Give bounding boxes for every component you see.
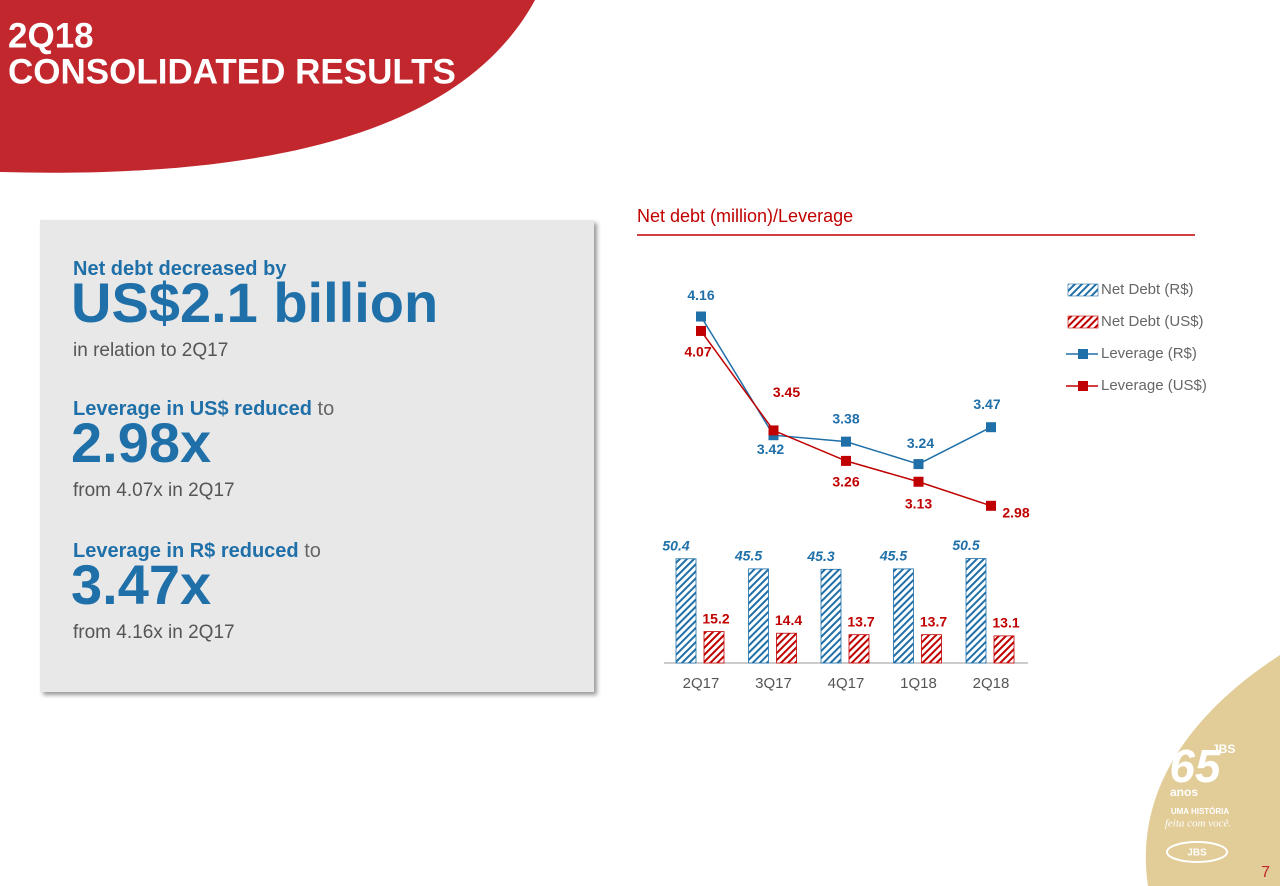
data-label: 15.2 xyxy=(702,610,729,626)
x-tick-label: 3Q17 xyxy=(755,675,792,692)
data-label: 14.4 xyxy=(775,612,802,628)
data-label: 45.5 xyxy=(734,548,762,564)
legend-swatch xyxy=(1078,381,1088,391)
bar xyxy=(993,635,1015,664)
panel-note: from 4.16x in 2Q17 xyxy=(73,622,235,643)
bar xyxy=(776,632,797,664)
panel-lead-text: Leverage in US$ reduced xyxy=(73,398,312,420)
line-marker xyxy=(841,455,851,466)
data-label: 45.3 xyxy=(806,548,834,564)
panel-figure: 3.47x xyxy=(71,553,211,616)
chart-title: Net debt (million)/Leverage xyxy=(637,206,853,226)
panel-note: in relation to 2Q17 xyxy=(73,340,228,361)
line-marker xyxy=(841,436,851,447)
panel-lead-text: Leverage in R$ reduced xyxy=(73,540,299,562)
logo-brand: JBS xyxy=(1212,742,1235,756)
data-label: 4.07 xyxy=(684,344,711,360)
panel-figure: US$2.1 billion xyxy=(71,271,438,334)
data-label: 4.16 xyxy=(687,287,714,303)
bar xyxy=(703,631,725,664)
logo-tagline: feita com você. xyxy=(1165,818,1231,830)
bar xyxy=(848,634,870,664)
data-label: 13.7 xyxy=(847,613,874,629)
panel-lead-tail: to xyxy=(318,398,335,420)
x-tick-label: 1Q18 xyxy=(900,675,937,692)
line-marker xyxy=(768,425,779,436)
legend-swatch xyxy=(1067,283,1099,297)
logo-oval xyxy=(1166,841,1228,863)
bar xyxy=(820,568,842,664)
data-label: 13.1 xyxy=(992,615,1019,631)
bar xyxy=(748,568,769,664)
bar xyxy=(965,558,987,664)
legend-swatch xyxy=(1067,315,1099,329)
logo-tagline: UMA HISTÓRIA xyxy=(1171,807,1230,816)
x-tick-label: 2Q17 xyxy=(683,675,720,692)
data-label: 13.7 xyxy=(920,613,947,629)
legend-label: Leverage (R$) xyxy=(1101,345,1197,362)
data-label: 50.4 xyxy=(662,537,689,553)
line-marker xyxy=(696,311,706,322)
legend-label: Net Debt (US$) xyxy=(1101,313,1204,330)
logo-number: 65 xyxy=(1169,740,1222,792)
panel-lead: Leverage in US$ reduced to xyxy=(73,398,334,420)
line-marker xyxy=(913,459,924,470)
data-label: 3.38 xyxy=(832,410,859,426)
legend-swatch xyxy=(1078,349,1088,359)
data-label: 2.98 xyxy=(1002,505,1029,521)
line-marker xyxy=(986,500,996,511)
data-label: 45.5 xyxy=(879,548,907,564)
panel-lead: Net debt decreased by xyxy=(73,258,287,280)
data-label: 3.13 xyxy=(905,495,932,511)
line-marker xyxy=(696,325,706,336)
logo-shape xyxy=(1145,655,1280,886)
panel-lead-text: Net debt decreased by xyxy=(73,258,287,280)
data-label: 3.45 xyxy=(773,384,800,400)
legend-label: Leverage (US$) xyxy=(1101,377,1207,394)
data-label: 3.24 xyxy=(907,435,934,451)
data-label: 3.42 xyxy=(757,441,784,457)
x-tick-label: 4Q17 xyxy=(828,675,865,692)
panel xyxy=(40,220,594,692)
data-label: 50.5 xyxy=(952,537,979,553)
header-shape xyxy=(0,0,535,173)
bar xyxy=(921,634,942,664)
data-label: 3.26 xyxy=(832,474,859,490)
panel-lead-tail: to xyxy=(304,540,321,562)
panel-figure: 2.98x xyxy=(71,411,211,474)
title-line: CONSOLIDATED RESULTS xyxy=(8,52,456,91)
line-marker xyxy=(986,422,996,433)
x-tick-label: 2Q18 xyxy=(973,675,1010,692)
title-line: 2Q18 xyxy=(8,16,94,55)
data-label: 3.47 xyxy=(973,396,1000,412)
page-number: 7 xyxy=(1261,864,1270,881)
bar xyxy=(893,568,914,664)
panel-lead: Leverage in R$ reduced to xyxy=(73,540,321,562)
legend-label: Net Debt (R$) xyxy=(1101,281,1194,298)
bar xyxy=(675,558,697,664)
logo-brand: JBS xyxy=(1187,848,1207,859)
logo-word: anos xyxy=(1170,785,1198,799)
line-marker xyxy=(913,476,924,487)
panel-note: from 4.07x in 2Q17 xyxy=(73,480,235,501)
